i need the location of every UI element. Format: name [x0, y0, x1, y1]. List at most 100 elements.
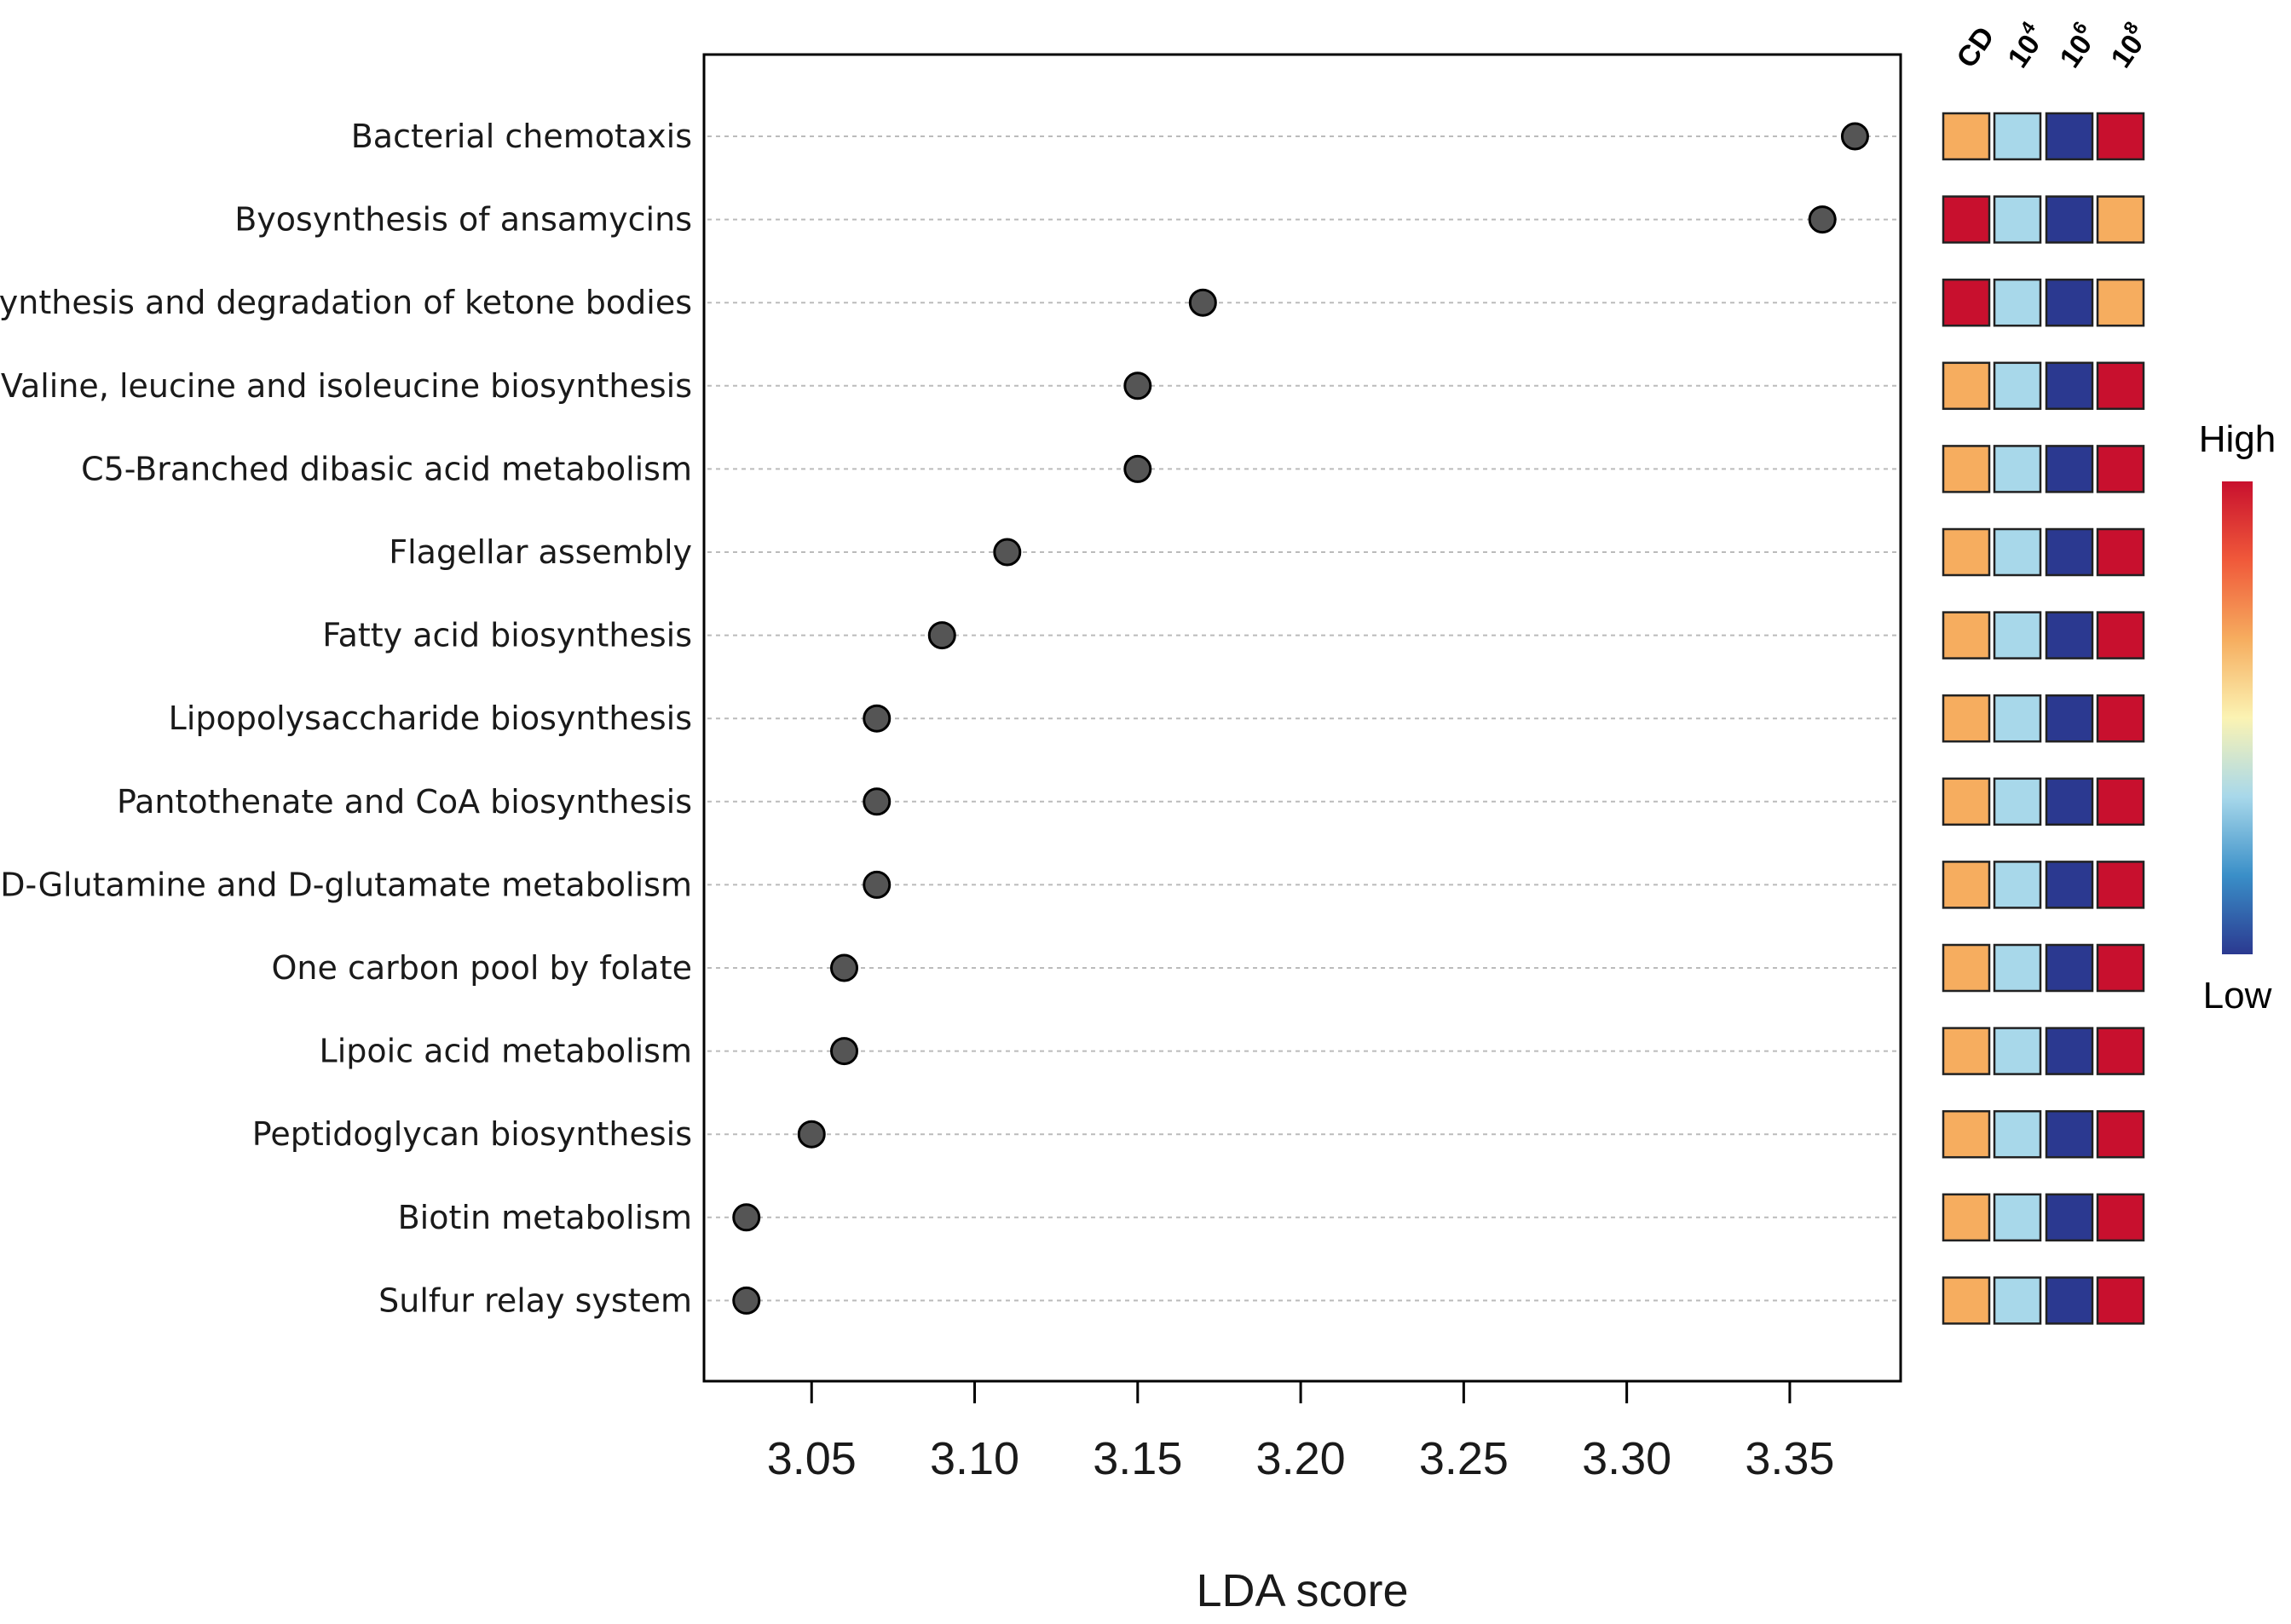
heatmap-cell: [2096, 361, 2145, 411]
heatmap-cell: [2096, 1027, 2145, 1075]
data-point: [863, 787, 892, 816]
heatmap-cell: [2045, 777, 2094, 826]
heatmap-cell: [2096, 195, 2145, 244]
pathway-label: Synthesis and degradation of ketone bodi…: [0, 284, 692, 321]
heatmap-cell: [1942, 527, 1991, 577]
pathway-label: Peptidoglycan biosynthesis: [252, 1115, 692, 1153]
legend-low-label: Low: [2203, 975, 2272, 1016]
data-points: [732, 122, 1869, 1315]
heatmap-cell: [2096, 777, 2145, 826]
heatmap-cell: [1942, 112, 1991, 161]
data-point: [863, 870, 892, 899]
pathway-label: Bacterial chemotaxis: [351, 118, 692, 155]
pathway-label: Pantothenate and CoA biosynthesis: [117, 783, 692, 821]
pathway-label: Biotin metabolism: [398, 1199, 692, 1236]
heatmap-cell: [1942, 278, 1991, 327]
data-point: [1123, 371, 1152, 400]
heatmap-cell: [1942, 1276, 1991, 1325]
heatmap-cell: [1993, 943, 2042, 993]
heatmap-cell: [2045, 361, 2094, 411]
heatmap-cell: [2045, 1276, 2094, 1325]
data-point: [830, 1037, 859, 1066]
heatmap-cell: [1993, 112, 2042, 161]
data-point: [1188, 288, 1217, 317]
heatmap-cell: [1942, 1193, 1991, 1242]
heatmap-cell: [1942, 195, 1991, 244]
pathway-label: Flagellar assembly: [389, 533, 692, 571]
heatmap-cell: [2096, 527, 2145, 577]
heatmap-cell: [2045, 861, 2094, 909]
heatmap-cell: [1942, 445, 1991, 493]
data-point: [1840, 122, 1869, 151]
legend-gradient-bar: [2222, 481, 2253, 954]
x-tick-label: 3.35: [1745, 1433, 1834, 1484]
heatmap-cell: [1993, 278, 2042, 327]
heatmap-cell: [1993, 1193, 2042, 1242]
heatmap-cell: [2096, 278, 2145, 327]
heatmap-cell: [2045, 527, 2094, 577]
heatmap-cell: [1942, 777, 1991, 826]
heatmap-cell: [2096, 112, 2145, 161]
heatmap-cell: [1993, 694, 2042, 743]
heatmap-cell: [2096, 1276, 2145, 1325]
heatmap-cell: [2096, 694, 2145, 743]
heatmap-cell: [2096, 1109, 2145, 1159]
heatmap-cell: [1993, 195, 2042, 244]
heatmap-column-header: 108: [2101, 17, 2156, 73]
plot-frame: [702, 53, 1902, 1383]
data-point: [993, 538, 1022, 567]
heatmap-cell: [2045, 112, 2094, 161]
data-point: [732, 1286, 761, 1315]
heatmap: [1942, 112, 2145, 1325]
heatmap-column-header: 104: [1998, 17, 2053, 74]
data-point: [1808, 205, 1837, 234]
heatmap-cell: [1942, 1109, 1991, 1159]
x-tick-label: 3.30: [1582, 1433, 1671, 1484]
x-axis: 3.05 3.10 3.15 3.20 3.25 3.30 3.35: [767, 1381, 1834, 1484]
guide-lines: [707, 135, 1897, 1302]
pathway-labels: Bacterial chemotaxis Byosynthesis of ansa…: [0, 118, 692, 1319]
heatmap-cell: [2045, 195, 2094, 244]
data-point: [927, 621, 956, 650]
pathway-label: Lipoic acid metabolism: [320, 1033, 692, 1070]
legend-high-label: High: [2199, 418, 2277, 460]
heatmap-cell: [1942, 694, 1991, 743]
pathway-label: Byosynthesis of ansamycins: [234, 201, 692, 239]
heatmap-cell: [1993, 611, 2042, 659]
heatmap-cell: [1993, 445, 2042, 493]
heatmap-cell: [2045, 445, 2094, 493]
heatmap-cell: [1942, 1027, 1991, 1075]
heatmap-cell: [1993, 527, 2042, 577]
heatmap-cell: [2096, 943, 2145, 993]
pathway-label: Lipopolysaccharide biosynthesis: [169, 700, 692, 737]
data-point: [732, 1203, 761, 1232]
heatmap-cell: [2045, 611, 2094, 659]
x-tick-label: 3.10: [930, 1433, 1019, 1484]
heatmap-cell: [1993, 777, 2042, 826]
heatmap-cell: [2096, 861, 2145, 909]
heatmap-cell: [1993, 861, 2042, 909]
heatmap-cell: [2045, 694, 2094, 743]
pathway-label: Sulfur relay system: [378, 1281, 692, 1319]
heatmap-column-header: CD: [1950, 21, 2000, 74]
data-point: [1123, 454, 1152, 483]
heatmap-cell: [1942, 861, 1991, 909]
heatmap-cell: [1993, 361, 2042, 411]
x-tick-label: 3.15: [1093, 1433, 1182, 1484]
x-tick-label: 3.05: [767, 1433, 857, 1484]
heatmap-cell: [1993, 1276, 2042, 1325]
pathway-label: C5-Branched dibasic acid metabolism: [81, 450, 692, 487]
heatmap-cell: [2045, 943, 2094, 993]
heatmap-cell: [2045, 1109, 2094, 1159]
heatmap-cell: [1942, 361, 1991, 411]
x-axis-title: LDA score: [1196, 1565, 1408, 1616]
data-point: [830, 953, 859, 982]
data-point: [797, 1120, 826, 1149]
heatmap-cell: [2096, 1193, 2145, 1242]
heatmap-cell: [2096, 445, 2145, 493]
heatmap-cell: [2096, 611, 2145, 659]
pathway-label: Valine, leucine and isoleucine biosynthe…: [1, 367, 692, 405]
heatmap-cell: [2045, 1193, 2094, 1242]
